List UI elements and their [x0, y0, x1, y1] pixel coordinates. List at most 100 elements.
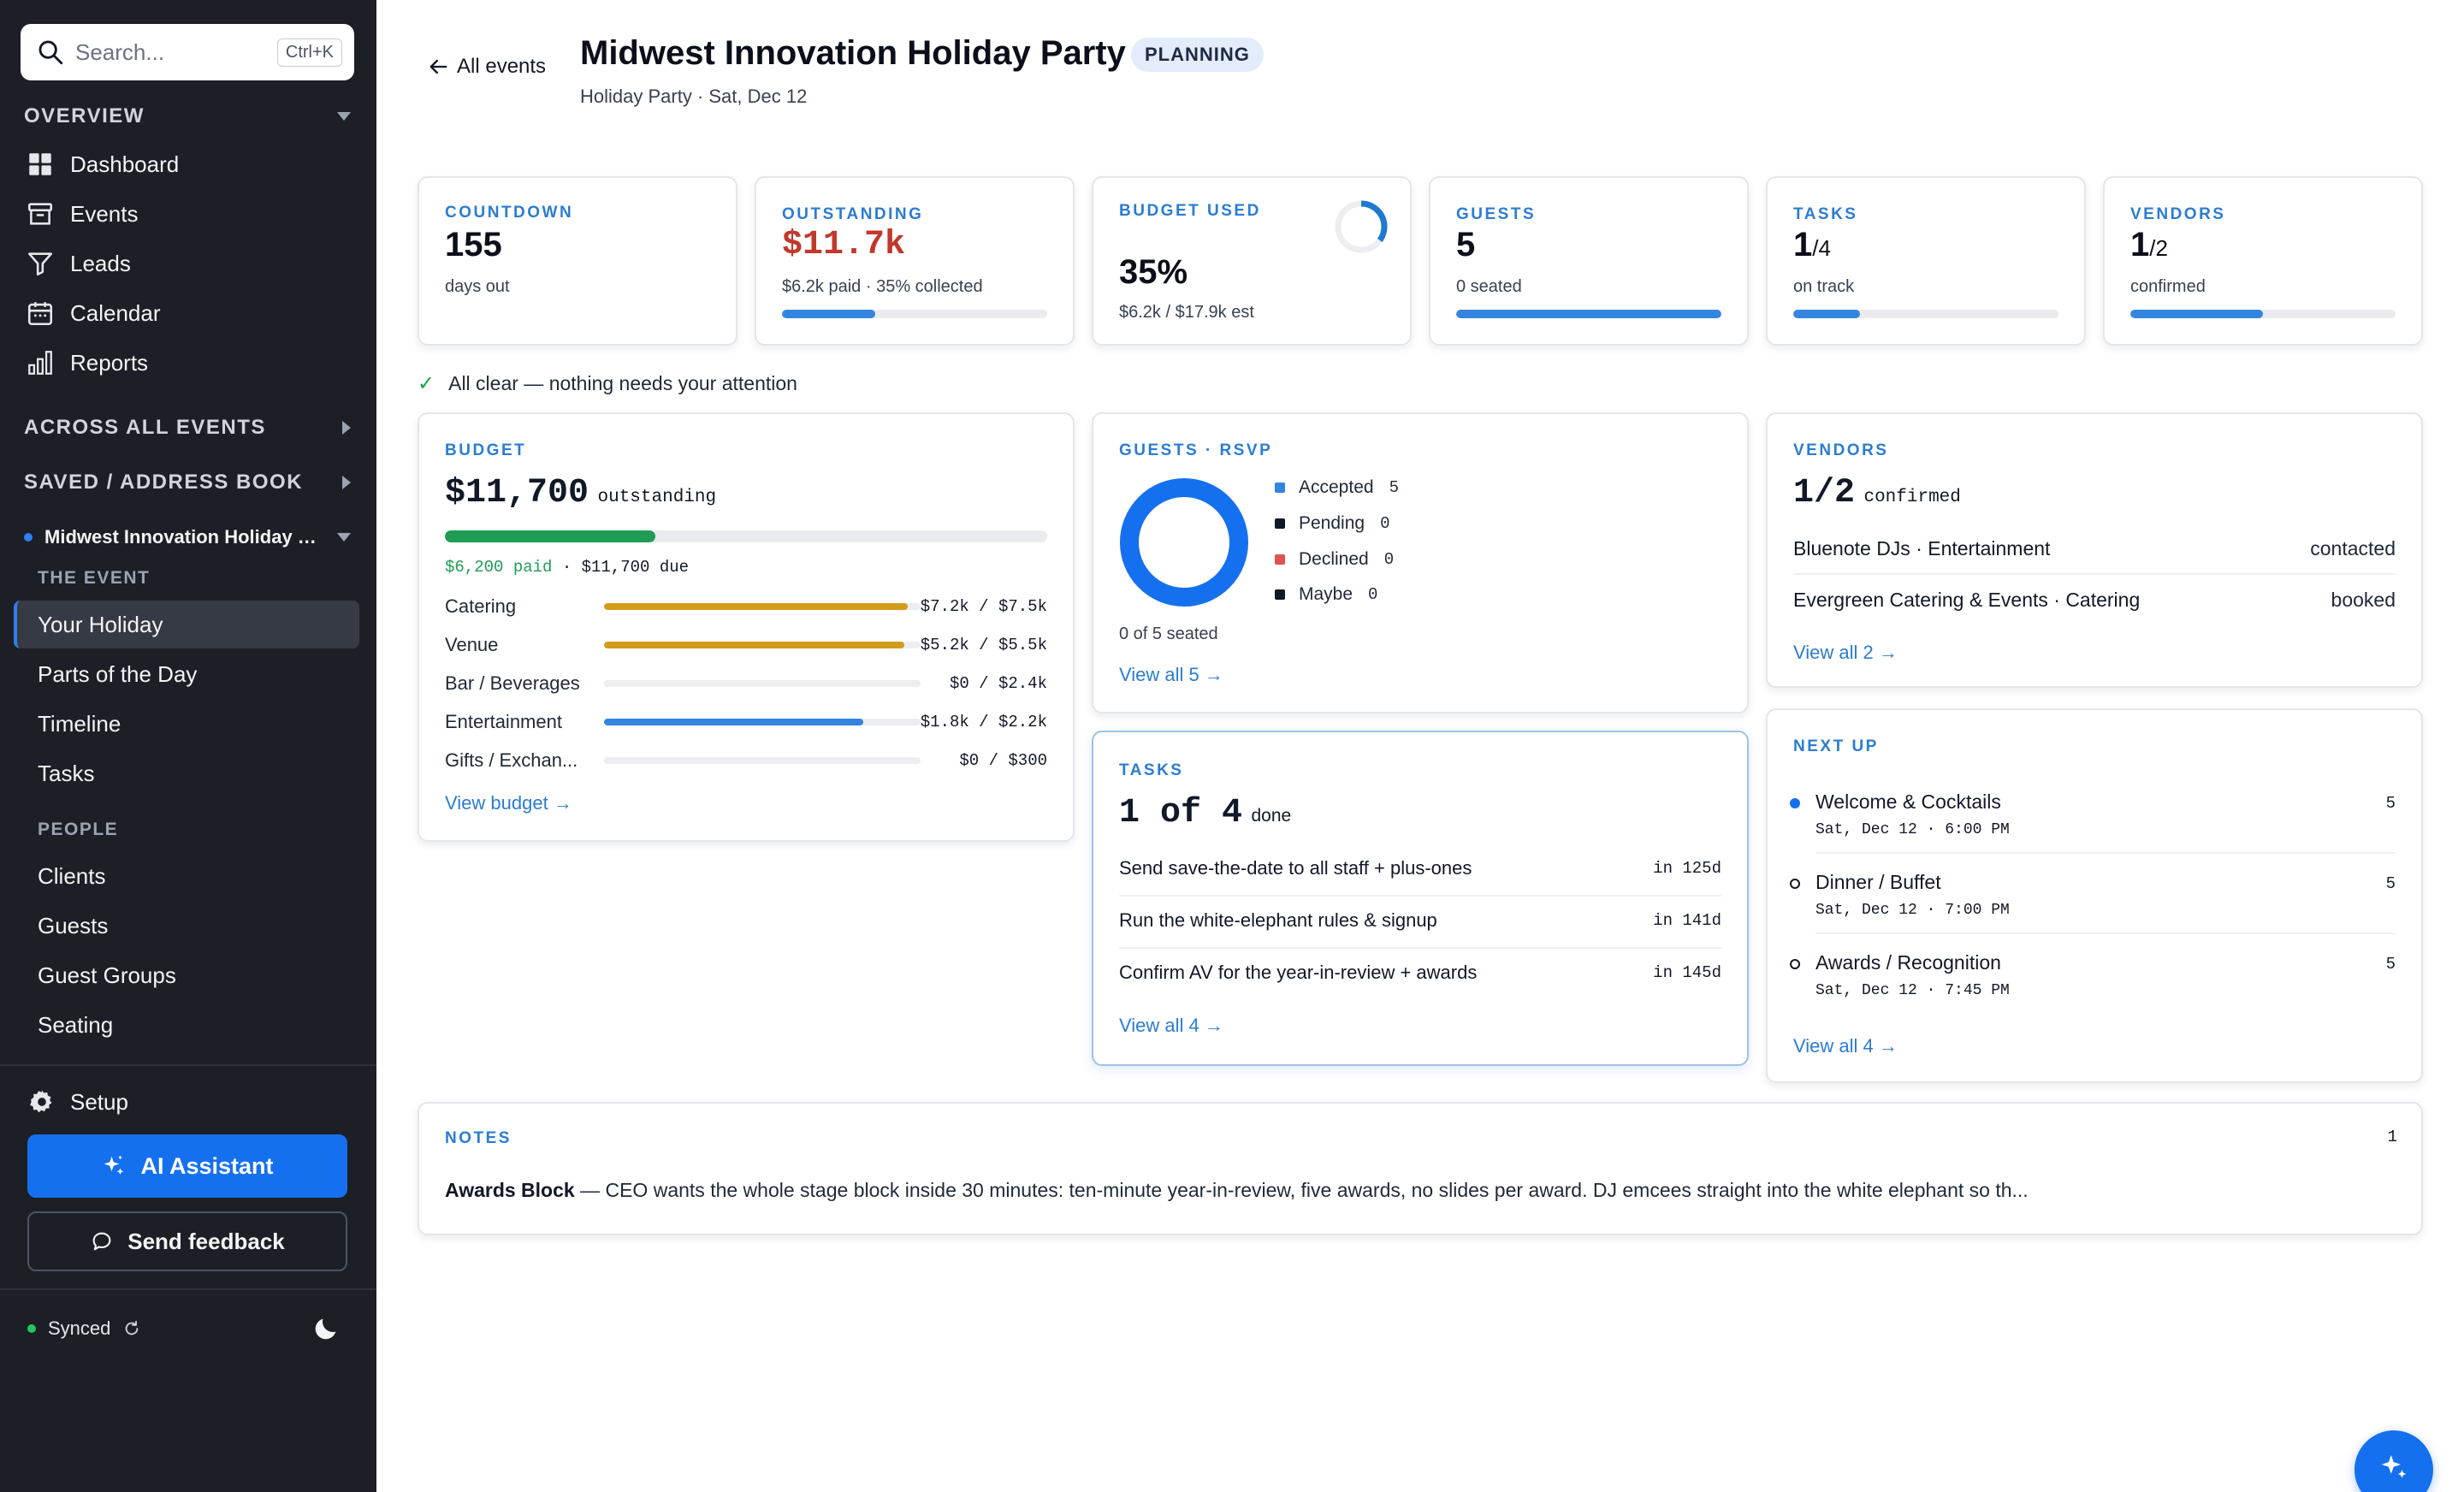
schedule-item[interactable]: Welcome & Cocktails Sat, Dec 12 · 6:00 P… [1790, 790, 2396, 842]
section-overview[interactable]: OVERVIEW [24, 104, 351, 128]
back-to-all-events[interactable]: All events [426, 55, 546, 79]
task-row[interactable]: Confirm AV for the year-in-review + awar… [1119, 962, 1721, 984]
schedule-item-name: Welcome & Cocktails [1815, 790, 2001, 813]
view-budget-link[interactable]: View budget → [445, 792, 572, 814]
legend-swatch [1275, 589, 1285, 600]
budget-used-sub: $6.2k / $17.9k est [1119, 303, 1254, 322]
sparkle-icon [104, 1155, 124, 1175]
search-input[interactable] [75, 38, 277, 66]
budget-paid: $6,200 paid [445, 558, 553, 577]
legend-swatch [1275, 518, 1285, 529]
vendors-stat-progress [2130, 310, 2396, 318]
rsvp-donut [1120, 478, 1248, 607]
legend-pending: Pending 0 [1275, 513, 1389, 534]
ai-fab-button[interactable] [2354, 1430, 2433, 1492]
legend-declined: Declined 0 [1275, 549, 1394, 570]
schedule-item-count: 5 [2385, 794, 2396, 813]
sidebar-item-guest-groups[interactable]: Guest Groups [38, 962, 176, 988]
outstanding-card[interactable]: OUTSTANDING $11.7k $6.2k paid · 35% coll… [755, 176, 1075, 346]
budget-row-amount: $0 / $2.4k [949, 674, 1047, 693]
sidebar-divider [0, 1288, 376, 1290]
budget-row[interactable]: Bar / Beverages $0 / $2.4k [445, 671, 1047, 696]
row-divider [1793, 573, 2396, 575]
guests-card[interactable]: GUESTS 5 0 seated [1429, 176, 1749, 346]
timeline-dot [1790, 879, 1800, 889]
task-row[interactable]: Run the white-elephant rules & signup in … [1119, 909, 1721, 932]
moon-icon[interactable] [311, 1314, 341, 1343]
view-all-guests-link[interactable]: View all 5 → [1119, 664, 1223, 685]
schedule-item-count: 5 [2385, 874, 2396, 893]
note-item[interactable]: Awards Block — CEO wants the whole stage… [445, 1179, 2387, 1202]
tasks-stat-card[interactable]: TASKS 1/4 on track [1766, 176, 2086, 346]
nav-calendar[interactable]: Calendar [26, 291, 359, 335]
budget-row-amount: $7.2k / $7.5k [920, 597, 1047, 616]
nav-events-label: Events [70, 200, 139, 227]
rsvp-card[interactable]: GUESTS · RSVP Accepted 5 Pending 0 Decline… [1092, 412, 1749, 713]
archive-icon [27, 203, 53, 225]
row-divider [1815, 932, 2396, 934]
tasks-stat-progress [1793, 310, 2058, 318]
budget-row[interactable]: Venue $5.2k / $5.5k [445, 632, 1047, 658]
guests-progress-fill [1456, 310, 1721, 318]
view-all-schedule-link[interactable]: View all 4 → [1793, 1035, 1898, 1057]
sync-dot [27, 1324, 36, 1333]
legend-declined-count: 0 [1383, 550, 1395, 569]
nav-leads[interactable]: Leads [26, 241, 359, 286]
tasks-suffix: done [1251, 806, 1292, 826]
people-label: PEOPLE [38, 820, 119, 839]
tasks-card[interactable]: TASKS 1 of 4 done Send save-the-date to … [1092, 731, 1749, 1066]
task-due: in 145d [1653, 963, 1721, 982]
guests-sub: 0 seated [1456, 277, 1522, 296]
send-feedback-button[interactable]: Send feedback [27, 1211, 347, 1271]
next-up-card[interactable]: NEXT UP Welcome & Cocktails Sat, Dec 12 … [1766, 708, 2423, 1083]
legend-maybe: Maybe 0 [1275, 584, 1377, 605]
vendors-stat-card[interactable]: VENDORS 1/2 confirmed [2103, 176, 2423, 346]
budget-used-card[interactable]: BUDGET USED 35% $6.2k / $17.9k est [1092, 176, 1412, 346]
nav-reports-label: Reports [70, 349, 149, 376]
section-across-all-events[interactable]: ACROSS ALL EVENTS [24, 416, 351, 440]
budget-row-track [604, 680, 921, 687]
sidebar-item-seating[interactable]: Seating [38, 1011, 114, 1038]
view-all-vendors-link[interactable]: View all 2 → [1793, 642, 1898, 663]
sidebar-item-clients[interactable]: Clients [38, 862, 106, 889]
schedule-item[interactable]: Dinner / Buffet Sat, Dec 12 · 7:00 PM 5 [1790, 871, 2396, 922]
section-saved-address-book[interactable]: SAVED / ADDRESS BOOK [24, 471, 351, 494]
nav-dashboard[interactable]: Dashboard [26, 142, 359, 186]
refresh-icon[interactable] [122, 1319, 141, 1338]
tasks-label: TASKS [1119, 761, 1184, 779]
nav-leads-label: Leads [70, 250, 131, 276]
schedule-item[interactable]: Awards / Recognition Sat, Dec 12 · 7:45 … [1790, 951, 2396, 1003]
vendor-row[interactable]: Bluenote DJs · Entertainment contacted [1793, 537, 2396, 560]
budget-row[interactable]: Gifts / Exchan... $0 / $300 [445, 748, 1047, 773]
sidebar-item-timeline[interactable]: Timeline [38, 710, 121, 737]
budget-amount: $11,700 [445, 474, 589, 512]
view-all-tasks-link[interactable]: View all 4 → [1119, 1015, 1223, 1036]
countdown-card[interactable]: COUNTDOWN 155 days out [418, 176, 737, 346]
budget-row[interactable]: Catering $7.2k / $7.5k [445, 594, 1047, 619]
setup-link[interactable]: Setup [27, 1085, 128, 1119]
search-box[interactable]: Ctrl+K [21, 24, 354, 80]
rsvp-seated: 0 of 5 seated [1119, 625, 1218, 643]
sidebar-item-your-holiday[interactable]: Your Holiday [14, 601, 359, 648]
vendor-row[interactable]: Evergreen Catering & Events · Catering bo… [1793, 589, 2396, 612]
sidebar-item-parts-of-the-day[interactable]: Parts of the Day [38, 660, 198, 687]
budget-row[interactable]: Entertainment $1.8k / $2.2k [445, 709, 1047, 735]
outstanding-sub: $6.2k paid · 35% collected [782, 277, 983, 296]
vendors-card[interactable]: VENDORS 1/2 confirmed Bluenote DJs · Ent… [1766, 412, 2423, 688]
timeline-dot [1790, 959, 1800, 969]
sidebar-divider [0, 1064, 376, 1066]
budget-amount-suffix: outstanding [597, 488, 717, 507]
ai-assistant-button[interactable]: AI Assistant [27, 1134, 347, 1198]
nav-reports[interactable]: Reports [26, 340, 359, 385]
notes-card[interactable]: NOTES 1 Awards Block — CEO wants the who… [418, 1102, 2423, 1235]
current-event-item[interactable]: Midwest Innovation Holiday Party [24, 524, 351, 551]
sidebar-item-guests[interactable]: Guests [38, 912, 109, 938]
nav-dashboard-label: Dashboard [70, 151, 180, 177]
budget-row-amount: $5.2k / $5.5k [920, 636, 1047, 654]
sidebar-item-tasks[interactable]: Tasks [38, 760, 95, 786]
budget-paid-line: $6,200 paid · $11,700 due [445, 558, 689, 577]
task-row[interactable]: Send save-the-date to all staff + plus-o… [1119, 857, 1721, 879]
nav-events[interactable]: Events [26, 192, 359, 236]
budget-card[interactable]: BUDGET $11,700 outstanding $6,200 paid ·… [418, 412, 1075, 842]
schedule-item-name: Awards / Recognition [1815, 951, 2001, 974]
